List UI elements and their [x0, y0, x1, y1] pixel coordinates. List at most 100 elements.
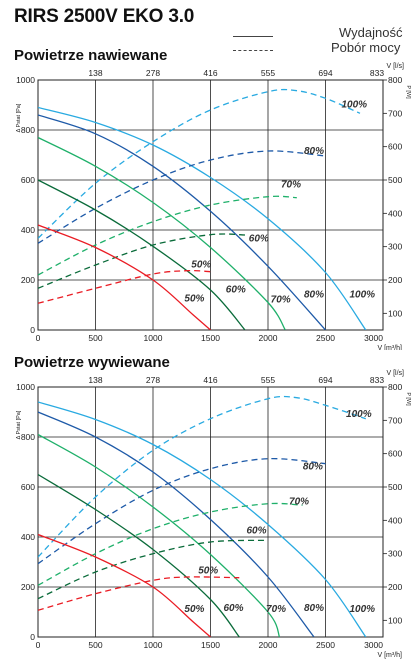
y-axis-label: Δ Pstat [Pa] [16, 103, 22, 132]
legend-efficiency-label: Wydajność [339, 25, 403, 40]
y2-tick-label: 500 [388, 175, 402, 185]
y-tick-label: 0 [30, 325, 35, 335]
x-tick-label: 1500 [201, 640, 220, 650]
x2-tick-label: 416 [203, 68, 217, 78]
pressure-curve-80pct [38, 114, 326, 330]
y-tick-label: 600 [21, 175, 35, 185]
curve-label: 80% [304, 290, 324, 301]
y-tick-label: 600 [21, 482, 35, 492]
curve-label: 70% [281, 180, 301, 191]
x2-tick-label: 416 [203, 375, 217, 385]
y-tick-label: 800 [21, 432, 35, 442]
curve-label: 50% [184, 293, 204, 304]
page-title: RIRS 2500V EKO 3.0 [14, 6, 195, 27]
y2-tick-label: 100 [388, 615, 402, 625]
y-tick-label: 400 [21, 225, 35, 235]
y2-tick-label: 800 [388, 75, 402, 85]
x-tick-label: 2500 [316, 640, 335, 650]
x2-tick-label: 833 [370, 375, 384, 385]
y-tick-label: 200 [21, 582, 35, 592]
y-tick-label: 800 [21, 125, 35, 135]
x-tick-label: 2500 [316, 333, 335, 343]
curve-label: 60% [226, 285, 246, 296]
legend-dashed-line [233, 50, 273, 51]
y2-tick-label: 700 [388, 108, 402, 118]
chart-2-title: Powietrze wywiewane [14, 354, 170, 371]
supply-air-chart: 0 200 400 600 800 1000 100 200 300 400 500 600 700 80… [16, 63, 411, 350]
pressure-curve-70pct [38, 136, 286, 330]
y2-tick-label: 800 [388, 382, 402, 392]
power-curve-100pct [38, 88, 361, 239]
x2-tick-label: 278 [146, 68, 160, 78]
y2-tick-label: 100 [388, 308, 402, 318]
series-group [38, 395, 367, 637]
x-tick-label: 0 [36, 640, 41, 650]
x2-tick-label: 833 [370, 68, 384, 78]
x-tick-label: 3000 [364, 640, 383, 650]
pressure-curve-70pct [38, 433, 281, 637]
y-tick-label: 200 [21, 275, 35, 285]
curve-label: 80% [304, 603, 324, 614]
power-curve-70pct [38, 502, 303, 586]
curve-label: 70% [266, 604, 286, 615]
power-curve-100pct [38, 395, 367, 558]
pressure-curve-100pct [38, 106, 367, 330]
curve-label: 80% [303, 462, 323, 473]
curve-label: 50% [184, 604, 204, 615]
curve-label: 70% [271, 295, 291, 306]
pressure-curve-50pct [38, 224, 211, 330]
curve-label: 60% [246, 525, 266, 536]
curve-label: 60% [223, 603, 243, 614]
x2-tick-label: 694 [318, 68, 332, 78]
pressure-curve-100pct [38, 401, 367, 637]
x-tick-label: 1500 [201, 333, 220, 343]
x-tick-label: 500 [88, 640, 102, 650]
x-tick-label: 1000 [144, 333, 163, 343]
y-tick-label: 1000 [16, 382, 35, 392]
x2-tick-label: 278 [146, 375, 160, 385]
curve-label: 100% [350, 604, 376, 615]
y-tick-label: 1000 [16, 75, 35, 85]
curve-label: 50% [191, 260, 211, 271]
x2-tick-label: 694 [318, 375, 332, 385]
power-curve-80pct [38, 150, 326, 244]
curve-label: 60% [249, 233, 269, 244]
pressure-curve-80pct [38, 411, 315, 637]
power-curve-50pct [38, 269, 211, 304]
x2-tick-label: 555 [261, 375, 275, 385]
legend-power-label: Pobór mocy [331, 40, 401, 55]
y2-tick-label: 600 [388, 449, 402, 459]
x-tick-label: 1000 [144, 640, 163, 650]
x2-tick-label: 138 [88, 375, 102, 385]
x2-tick-label: 555 [261, 68, 275, 78]
power-curve-70pct [38, 195, 297, 276]
y2-tick-label: 400 [388, 515, 402, 525]
x-tick-label: 3000 [364, 333, 383, 343]
power-curve-60pct [38, 233, 246, 289]
x-tick-label: 500 [88, 333, 102, 343]
y-tick-label: 0 [30, 632, 35, 642]
y2-tick-label: 200 [388, 275, 402, 285]
y2-tick-label: 400 [388, 208, 402, 218]
power-curve-80pct [38, 457, 326, 565]
power-curve-50pct [38, 576, 240, 611]
curve-label: 70% [289, 497, 309, 508]
y2-tick-label: 600 [388, 142, 402, 152]
y2-tick-label: 300 [388, 242, 402, 252]
y2-tick-label: 700 [388, 415, 402, 425]
pressure-curve-60pct [38, 179, 246, 330]
pressure-curve-50pct [38, 533, 211, 637]
y2-tick-label: 200 [388, 582, 402, 592]
curve-label: 50% [198, 565, 218, 576]
curve-label: 100% [346, 409, 372, 420]
chart-1-title: Powietrze nawiewane [14, 47, 168, 64]
y2-axis-label: P [W] [405, 392, 411, 406]
x2-tick-label: 138 [88, 68, 102, 78]
x-tick-label: 0 [36, 333, 41, 343]
curve-label: 100% [341, 100, 367, 111]
y-tick-label: 400 [21, 532, 35, 542]
x-tick-label: 2000 [259, 333, 278, 343]
curve-label: 100% [350, 290, 376, 301]
series-group [38, 88, 367, 330]
y2-tick-label: 500 [388, 482, 402, 492]
